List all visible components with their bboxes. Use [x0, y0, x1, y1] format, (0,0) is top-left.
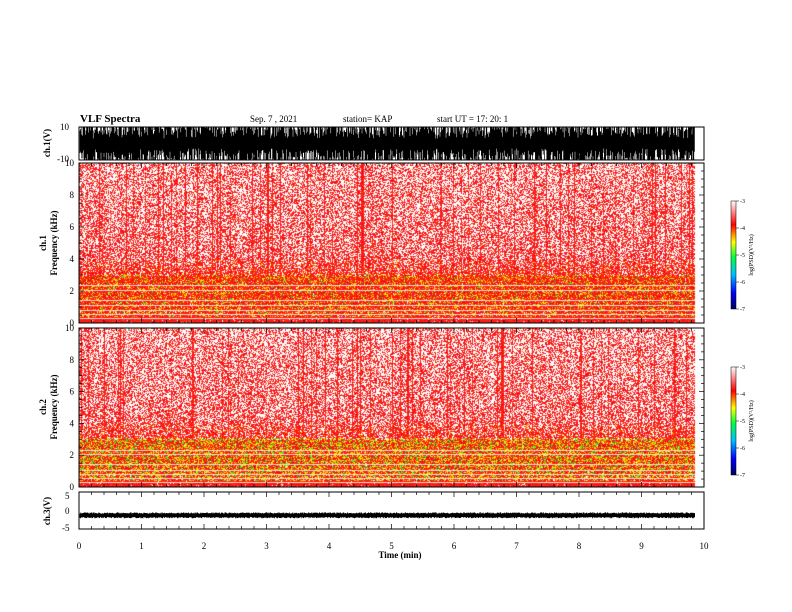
- y-tick-label: 2: [70, 450, 75, 460]
- ch2-spectrogram-ylabel-frequency: Frequency (kHz): [49, 374, 59, 439]
- x-tick-label: 0: [77, 541, 82, 551]
- ch3-ytick-bottom: -5: [62, 523, 70, 533]
- time-axis-ticks: [78, 127, 705, 529]
- x-tick-label: 1: [139, 541, 144, 551]
- time-axis-label: Time (min): [378, 550, 421, 560]
- x-tick-label: 7: [514, 541, 519, 551]
- y-tick-label: 0: [70, 482, 75, 492]
- ch1-waveform-line: [79, 127, 695, 160]
- colorbar-tick-label: -7: [740, 307, 745, 313]
- y-tick-label: 0: [70, 318, 75, 328]
- header-station: station= KAP: [343, 114, 392, 124]
- y-tick-label: 2: [70, 286, 75, 296]
- ch1-colorbar: [730, 200, 737, 310]
- ch2-spectrogram-raster: [79, 328, 704, 487]
- colorbar-tick-label: -6: [740, 446, 745, 452]
- colorbar-tick-label: -6: [740, 280, 745, 286]
- header-start-time: start UT = 17: 20: 1: [437, 114, 508, 124]
- ch3-ytick-mid: 0: [65, 506, 70, 516]
- ch1-spectrogram-yticks: 10 8 6 4 2 0: [65, 158, 704, 328]
- y-tick-label: 4: [70, 418, 75, 428]
- ch1-colorbar-label: log(PSD)(V²/Hz): [748, 234, 755, 275]
- x-tick-label: 10: [700, 541, 710, 551]
- colorbar-tick-label: -5: [740, 253, 745, 259]
- ch1-colorbar-ticks: -3 -4 -5 -6 -7: [736, 199, 745, 313]
- x-tick-label: 9: [639, 541, 644, 551]
- ch1-ytick-top: 10: [60, 122, 70, 132]
- colorbar-tick-label: -3: [740, 199, 745, 205]
- ch2-colorbar-ticks: -3 -4 -5 -6 -7: [736, 365, 745, 479]
- y-tick-label: 6: [70, 222, 75, 232]
- ch2-spectrogram-yticks: 10 8 6 4 2 0: [65, 323, 704, 492]
- y-tick-label: 8: [70, 355, 75, 365]
- ch2-colorbar: [730, 366, 737, 476]
- figure-title: VLF Spectra: [80, 113, 141, 125]
- x-tick-label: 2: [202, 541, 207, 551]
- y-tick-label: 4: [70, 254, 75, 264]
- x-tick-label: 8: [577, 541, 582, 551]
- y-tick-label: 8: [70, 190, 75, 200]
- x-tick-label: 5: [389, 541, 394, 551]
- colorbar-tick-label: -7: [740, 473, 745, 479]
- header-date: Sep. 7 , 2021: [250, 114, 297, 124]
- ch1-spectrogram-ylabel-channel: ch.1: [38, 235, 48, 251]
- ch3-waveform-trace: [79, 512, 695, 519]
- ch3-waveform-line: [79, 512, 695, 519]
- ch2-spectrogram-ylabel-channel: ch.2: [38, 399, 48, 415]
- x-tick-label: 3: [264, 541, 269, 551]
- x-tick-label: 6: [452, 541, 457, 551]
- y-tick-label: 10: [65, 158, 75, 168]
- ch1-spectrogram-ylabel-frequency: Frequency (kHz): [49, 210, 59, 275]
- colorbar-tick-label: -3: [740, 365, 745, 371]
- ch1-waveform-trace: [79, 127, 695, 160]
- colorbar-tick-label: -4: [740, 226, 745, 232]
- ch1-waveform-ylabel: ch.1(V): [42, 129, 52, 157]
- ch3-waveform-frame: [78, 491, 705, 530]
- ch1-spectrogram-raster: [79, 163, 704, 323]
- colorbar-tick-label: -5: [740, 419, 745, 425]
- colorbar-tick-label: -4: [740, 392, 745, 398]
- y-tick-label: 10: [65, 323, 75, 333]
- y-tick-label: 6: [70, 387, 75, 397]
- x-tick-label: 4: [327, 541, 332, 551]
- ch3-waveform-ylabel: ch.3(V): [42, 497, 52, 525]
- ch3-ytick-top: 5: [65, 491, 70, 501]
- time-axis-tick-labels: 0 1 2 3 4 5 6 7 8 9 10: [77, 541, 709, 551]
- ch1-ytick-bottom: -10: [57, 154, 69, 164]
- ch2-colorbar-label: log(PSD)(V²/Hz): [748, 400, 755, 441]
